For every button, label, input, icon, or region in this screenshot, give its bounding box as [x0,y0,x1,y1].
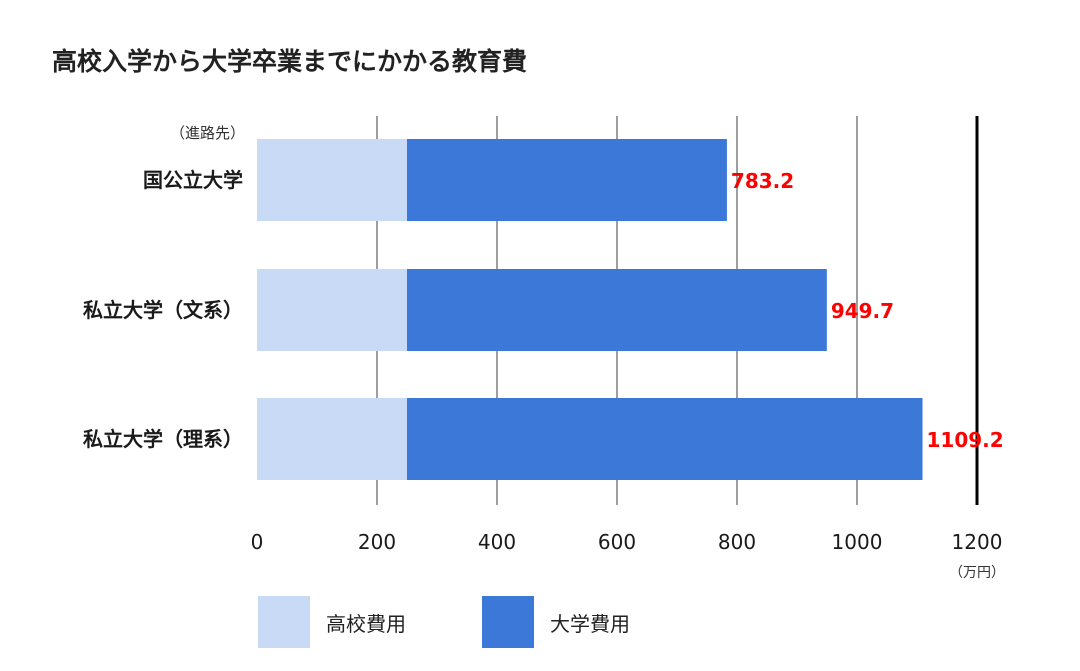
x-tick-label-1000: 1000 [832,530,883,554]
legend-label-high-school: 高校費用 [326,611,406,636]
bar-high-school-2 [257,398,407,480]
x-tick-label-1200: 1200 [952,530,1003,554]
x-tick-label-400: 400 [478,530,516,554]
category-header: （進路先） [170,124,245,142]
legend-swatch-university [482,596,534,648]
x-tick-label-0: 0 [251,530,264,554]
x-tick-label-600: 600 [598,530,636,554]
bar-university-2 [407,398,923,480]
total-label-2: 1109.2 [927,428,1004,452]
bar-university-0 [407,139,727,221]
bar-university-1 [407,269,827,351]
legend: 高校費用 大学費用 [258,596,706,648]
category-label-0: 国公立大学 [143,168,243,192]
legend-swatch-high-school [258,596,310,648]
legend-label-university: 大学費用 [550,611,630,636]
total-label-0: 783.2 [731,169,794,193]
total-label-1: 949.7 [831,299,894,323]
legend-item-high-school: 高校費用 [258,596,406,648]
category-label-2: 私立大学（理系） [83,427,243,451]
x-unit-label: （万円） [949,565,1005,581]
x-tick-label-800: 800 [718,530,756,554]
bar-high-school-0 [257,139,407,221]
x-tick-label-200: 200 [358,530,396,554]
chart-title: 高校入学から大学卒業までにかかる教育費 [52,47,528,76]
category-label-1: 私立大学（文系） [83,298,243,322]
bar-high-school-1 [257,269,407,351]
legend-item-university: 大学費用 [482,596,630,648]
